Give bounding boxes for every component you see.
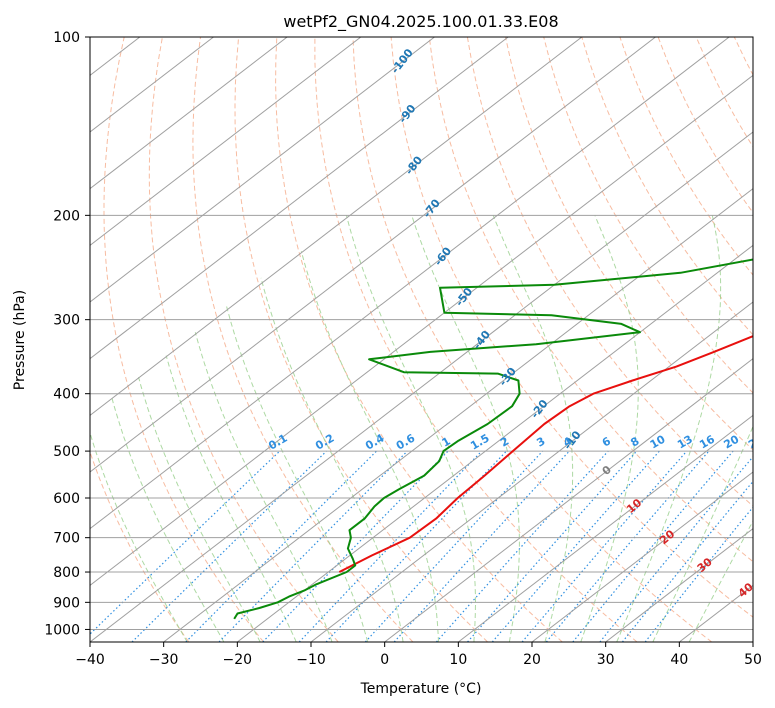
mixing-ratio-line <box>435 450 609 642</box>
dry-adiabat-line <box>103 37 264 642</box>
y-tick-label: 900 <box>53 595 80 611</box>
isotherm-line <box>163 188 753 642</box>
moist-adiabat-line <box>616 215 722 642</box>
dry-adiabat-line <box>234 37 488 642</box>
mixing-ratio-line <box>185 450 377 642</box>
isotherm-line <box>310 301 753 642</box>
dry-adiabat-line <box>314 37 638 642</box>
dry-adiabat-line <box>148 37 339 642</box>
mixing-ratio-line <box>572 450 734 642</box>
dry-adiabat-line <box>275 37 563 642</box>
x-tick-label: 40 <box>670 652 688 668</box>
moist-adiabat-line <box>194 332 333 642</box>
plot-area: -100-90-80-70-60-50-40-30-20-100.1 0.2 0.4… <box>90 37 766 642</box>
temperature-profile <box>338 335 753 573</box>
isotherms <box>90 37 753 642</box>
x-tick-label: 50 <box>744 652 762 668</box>
isotherm-line <box>90 37 730 530</box>
moist-adiabat-line <box>411 215 520 642</box>
isotherm-line <box>531 471 753 642</box>
moist-adiabat-line <box>226 306 369 642</box>
x-tick-label: −30 <box>149 652 179 668</box>
x-tick-label: −40 <box>75 652 105 668</box>
mixing-ratio-line <box>545 450 710 642</box>
y-axis: 1000 900 800 700 600 500 400 300 200 100 <box>44 30 90 638</box>
moist-adiabat-line <box>138 376 261 642</box>
y-tick-label: 1000 <box>44 622 80 638</box>
isotherm-line <box>90 37 435 303</box>
mixing-ratio-line <box>298 450 483 642</box>
y-axis-title: Pressure (hPa) <box>12 290 28 390</box>
mixing-ratio-lines <box>90 450 753 642</box>
mixing-ratio-line <box>218 450 408 642</box>
moist-adiabat-line <box>652 425 753 642</box>
isotherm-line <box>90 37 362 246</box>
x-tick-label: 10 <box>449 652 467 668</box>
moist-adiabat-line <box>165 355 297 642</box>
isotherm-line <box>237 244 753 642</box>
x-tick-label: −10 <box>296 652 326 668</box>
mixing-ratio-line <box>599 455 753 642</box>
moist-adiabat-line <box>492 215 574 642</box>
mixing-ratio-line <box>364 450 544 642</box>
mixing-ratio-line <box>131 450 327 642</box>
dry-adiabat-line <box>466 37 753 507</box>
x-tick-label: −20 <box>223 652 253 668</box>
dry-adiabat-line <box>90 450 190 642</box>
y-tick-label: 400 <box>53 387 80 403</box>
x-axis-title: Temperature (°C) <box>360 681 482 697</box>
dry-adiabat-line <box>390 37 753 618</box>
mixing-ratio-line <box>262 450 449 642</box>
x-axis: −40 −30 −20 −10 0 10 20 30 40 50 <box>75 642 762 668</box>
plot-frame <box>89 36 754 643</box>
y-tick-label: 100 <box>53 30 80 46</box>
moist-adiabat-line <box>580 215 639 642</box>
x-tick-label: 30 <box>597 652 615 668</box>
isotherm-line <box>458 414 753 642</box>
mixing-ratio-line <box>467 450 638 642</box>
dry-adiabat-line <box>505 37 753 451</box>
isotherm-line <box>90 37 656 473</box>
isotherm-line <box>605 528 753 642</box>
moist-adiabat-line <box>90 431 188 642</box>
isotherm-line <box>384 358 753 642</box>
mixing-ratio-label: 25 <box>746 433 766 452</box>
y-tick-label: 800 <box>53 565 80 581</box>
x-tick-label: 20 <box>523 652 541 668</box>
chart-title: wetPf2_GN04.2025.100.01.33.E08 <box>283 12 558 32</box>
dry-adiabat-line <box>192 37 414 642</box>
moist-adiabat-line <box>300 251 439 642</box>
y-tick-label: 500 <box>53 444 80 460</box>
moist-adiabat-line <box>688 519 753 642</box>
isotherm-line <box>90 37 509 360</box>
y-tick-label: 200 <box>53 208 80 224</box>
y-tick-label: 600 <box>53 491 80 507</box>
y-tick-label: 300 <box>53 313 80 329</box>
dry-adiabat-line <box>543 37 753 394</box>
mixing-ratio-line <box>621 480 753 642</box>
moist-adiabat-line <box>111 396 225 642</box>
mixing-ratio-line <box>325 450 507 642</box>
mixing-ratio-line <box>90 450 281 635</box>
profiles <box>233 258 753 620</box>
isotherm-line <box>90 37 288 190</box>
y-tick-label: 700 <box>53 531 80 547</box>
dewpoint-profile <box>233 258 753 620</box>
isotherm-line <box>90 37 583 416</box>
isotherm-line <box>90 131 753 642</box>
isotherm-line <box>90 74 753 586</box>
x-tick-label: 0 <box>380 652 389 668</box>
isobars <box>90 37 753 630</box>
